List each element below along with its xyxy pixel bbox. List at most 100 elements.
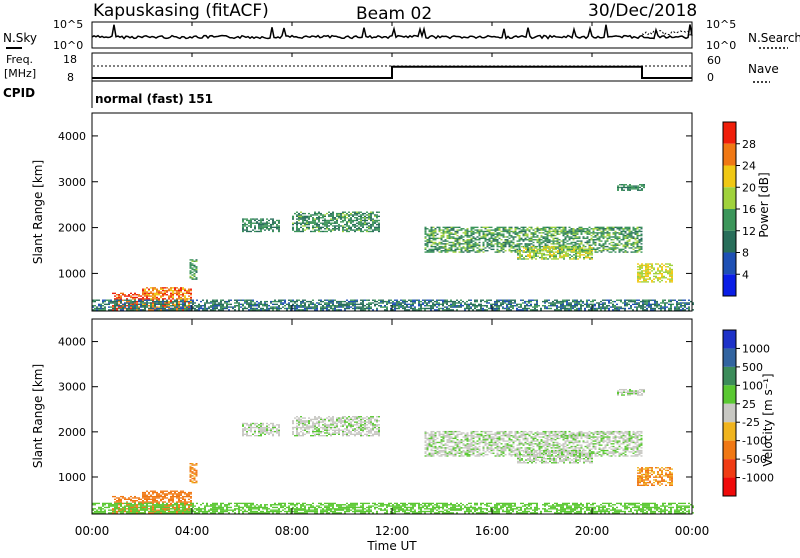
power-echo-cell [571, 238, 573, 239]
power-echo-cell [158, 294, 160, 295]
power-echo-cell [688, 309, 690, 310]
power-echo-cell [655, 273, 657, 274]
power-echo-cell [356, 225, 358, 226]
power-echo-cell [116, 309, 118, 310]
power-echo-cell [260, 220, 262, 221]
power-echo-cell [563, 247, 565, 248]
velocity-echo-cell [160, 500, 162, 501]
power-echo-cell [473, 246, 475, 247]
power-echo-cell [670, 306, 672, 307]
velocity-echo-cell [132, 507, 134, 508]
power-echo-cell [601, 240, 603, 241]
power-echo-cell [350, 218, 352, 219]
power-echo-cell [445, 249, 447, 250]
power-echo-cell [498, 305, 500, 306]
power-echo-cell [495, 236, 497, 237]
power-echo-cell [350, 304, 352, 305]
power-echo-cell [328, 216, 330, 217]
power-echo-cell [517, 232, 519, 233]
power-echo-cell [620, 306, 622, 307]
power-echo-cell [599, 247, 601, 248]
power-echo-cell [180, 297, 182, 298]
velocity-echo-cell [138, 499, 140, 500]
power-echo-cell [260, 302, 262, 303]
power-echo-cell [568, 300, 570, 301]
power-echo-cell [180, 308, 182, 309]
power-echo-cell [538, 305, 540, 306]
power-echo-cell [374, 214, 376, 215]
power-echo-cell [324, 300, 326, 301]
velocity-echo-cell [160, 496, 162, 497]
power-echo-cell [182, 298, 184, 299]
velocity-echo-cell [192, 472, 194, 473]
power-echo-cell [398, 305, 400, 306]
power-echo-cell [571, 236, 573, 237]
power-echo-cell [569, 257, 571, 258]
power-echo-cell [506, 304, 508, 305]
power-echo-cell [306, 309, 308, 310]
power-echo-cell [154, 295, 156, 296]
velocity-echo-cell [278, 432, 280, 433]
power-echo-cell [190, 273, 192, 274]
power-echo-cell [410, 301, 412, 302]
power-echo-cell [194, 269, 196, 270]
power-echo-cell [522, 308, 524, 309]
power-echo-cell [262, 305, 264, 306]
power-echo-cell [617, 228, 619, 229]
power-echo-cell [166, 306, 168, 307]
power-echo-cell [615, 245, 617, 246]
power-echo-cell [483, 235, 485, 236]
power-echo-cell [450, 301, 452, 302]
power-echo-cell [577, 236, 579, 237]
velocity-echo-cell [318, 424, 320, 425]
nsky-label: N.Sky [3, 31, 37, 45]
power-echo-cell [549, 250, 551, 251]
velocity-echo-cell [156, 496, 158, 497]
power-echo-cell [148, 309, 150, 310]
power-echo-cell [503, 234, 505, 235]
power-echo-cell [234, 306, 236, 307]
velocity-echo-cell [326, 431, 328, 432]
power-echo-cell [238, 304, 240, 305]
power-echo-cell [124, 308, 126, 309]
power-echo-cell [553, 242, 555, 243]
power-echo-cell [338, 309, 340, 310]
velocity-echo-cell [124, 511, 126, 512]
velocity-echo-cell [300, 420, 302, 421]
power-echo-cell [479, 234, 481, 235]
power-echo-cell [132, 297, 134, 298]
power-echo-cell [502, 304, 504, 305]
velocity-echo-cell [296, 435, 298, 436]
power-echo-cell [586, 302, 588, 303]
velocity-echo-cell [176, 491, 178, 492]
power-echo-cell [252, 301, 254, 302]
velocity-echo-cell [298, 432, 300, 433]
power-echo-cell [615, 238, 617, 239]
power-echo-cell [510, 302, 512, 303]
power-echo-cell [434, 305, 436, 306]
power-echo-cell [124, 300, 126, 301]
power-echo-cell [332, 228, 334, 229]
power-echo-cell [256, 308, 258, 309]
power-echo-cell [536, 305, 538, 306]
power-echo-cell [212, 302, 214, 303]
power-echo-cell [578, 304, 580, 305]
power-echo-cell [350, 301, 352, 302]
power-echo-cell [509, 246, 511, 247]
power-echo-cell [296, 309, 298, 310]
power-echo-cell [266, 305, 268, 306]
power-echo-cell [250, 305, 252, 306]
power-echo-cell [603, 229, 605, 230]
power-echo-cell [592, 300, 594, 301]
velocity-echo-cell [188, 509, 190, 510]
velocity-echo-cell [266, 428, 268, 429]
velocity-echo-cell [292, 420, 294, 421]
power-echo-cell [296, 225, 298, 226]
power-echo-cell [110, 302, 112, 303]
power-echo-cell [449, 234, 451, 235]
power-echo-cell [435, 228, 437, 229]
power-echo-cell [545, 258, 547, 259]
power-echo-cell [176, 294, 178, 295]
power-echo-cell [613, 249, 615, 250]
velocity-echo-cell [260, 432, 262, 433]
